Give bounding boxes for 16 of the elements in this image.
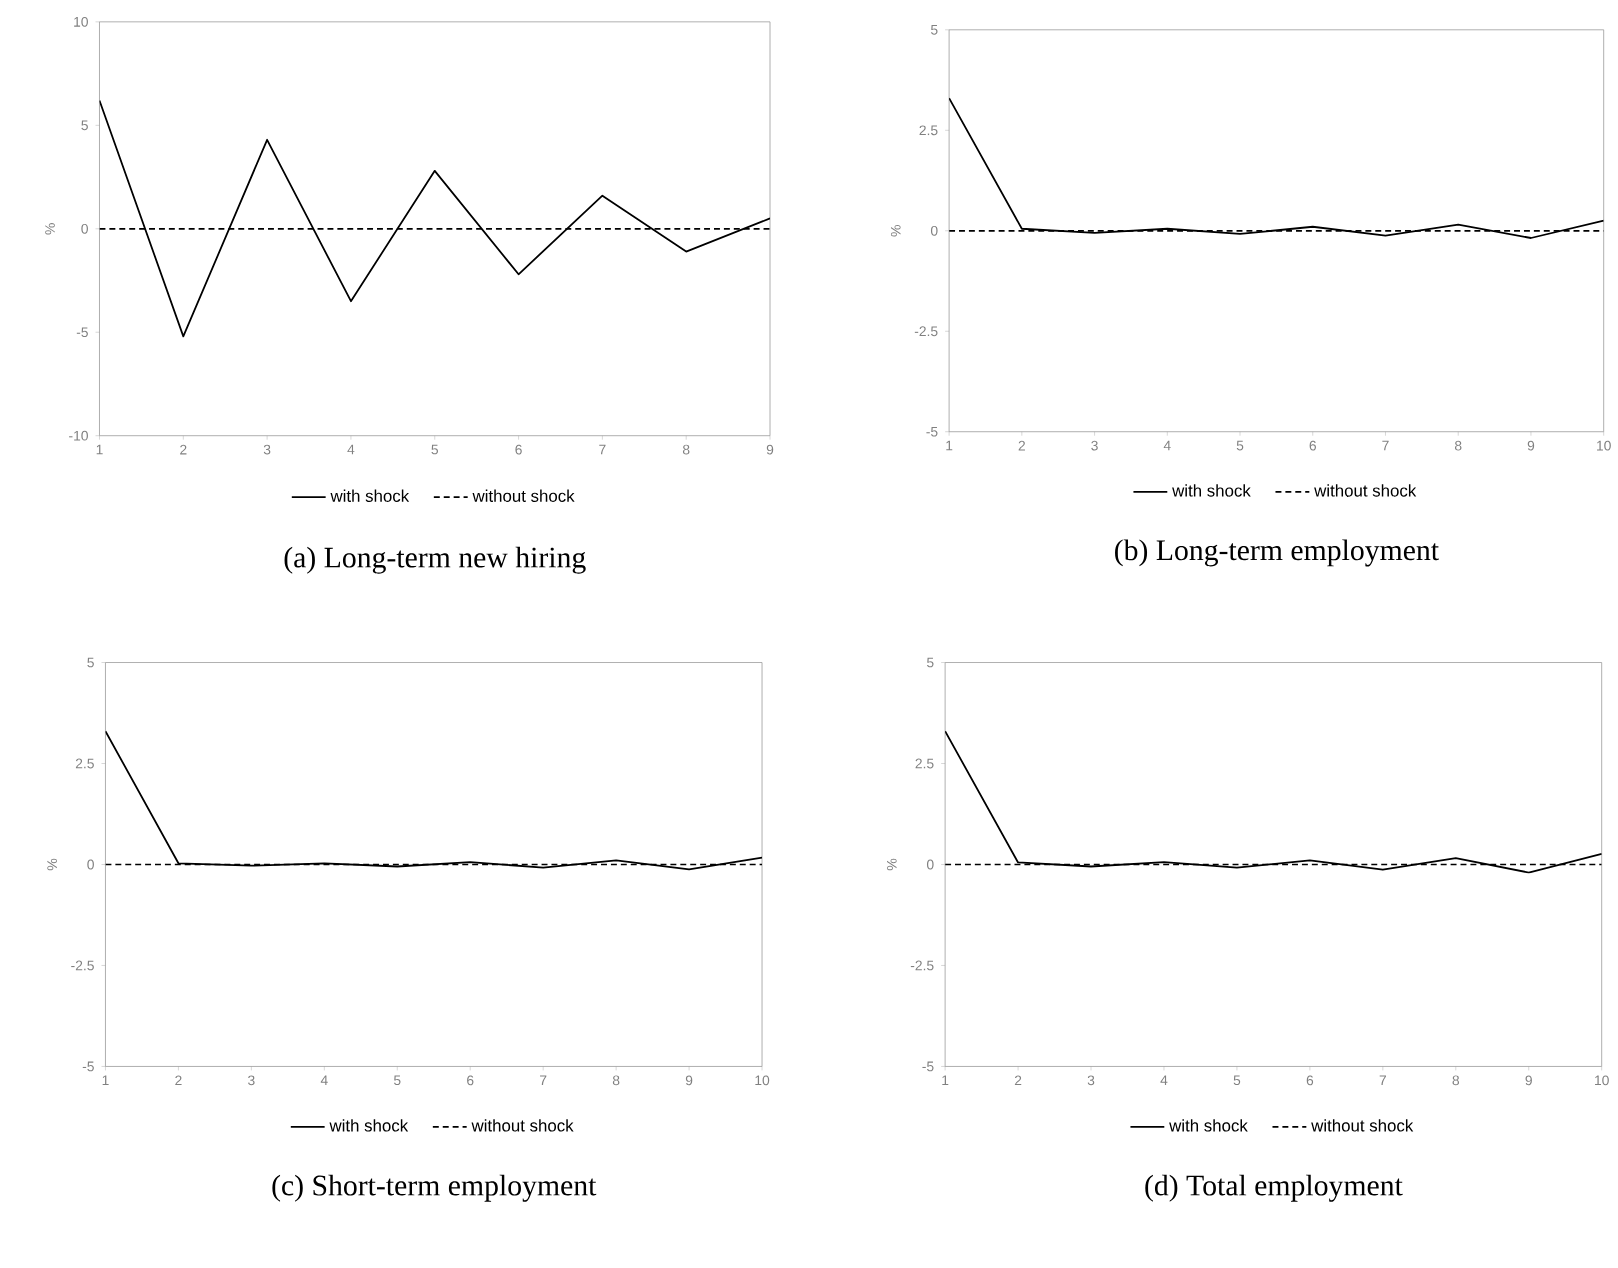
text: (d) Total employment (1145, 1174, 1403, 1202)
line-series (99, 99, 770, 338)
legend-label: with shock (330, 489, 410, 503)
text: (c) Short-term employment (272, 1174, 597, 1202)
legend-label: with shock (1172, 484, 1251, 497)
line-series (949, 97, 1604, 240)
legend-label: without shock (1311, 1119, 1414, 1132)
legend-label: without shock (1314, 484, 1417, 497)
legend-label: with shock (329, 1119, 409, 1132)
line-series (945, 730, 1602, 874)
line-series (105, 730, 763, 871)
legend-label: without shock (471, 1119, 574, 1132)
text: (a) Long-term new hiring (284, 547, 586, 575)
legend-label: without shock (472, 489, 575, 503)
text: (b) Long-term employment (1115, 539, 1439, 567)
legend-label: with shock (1169, 1119, 1248, 1132)
